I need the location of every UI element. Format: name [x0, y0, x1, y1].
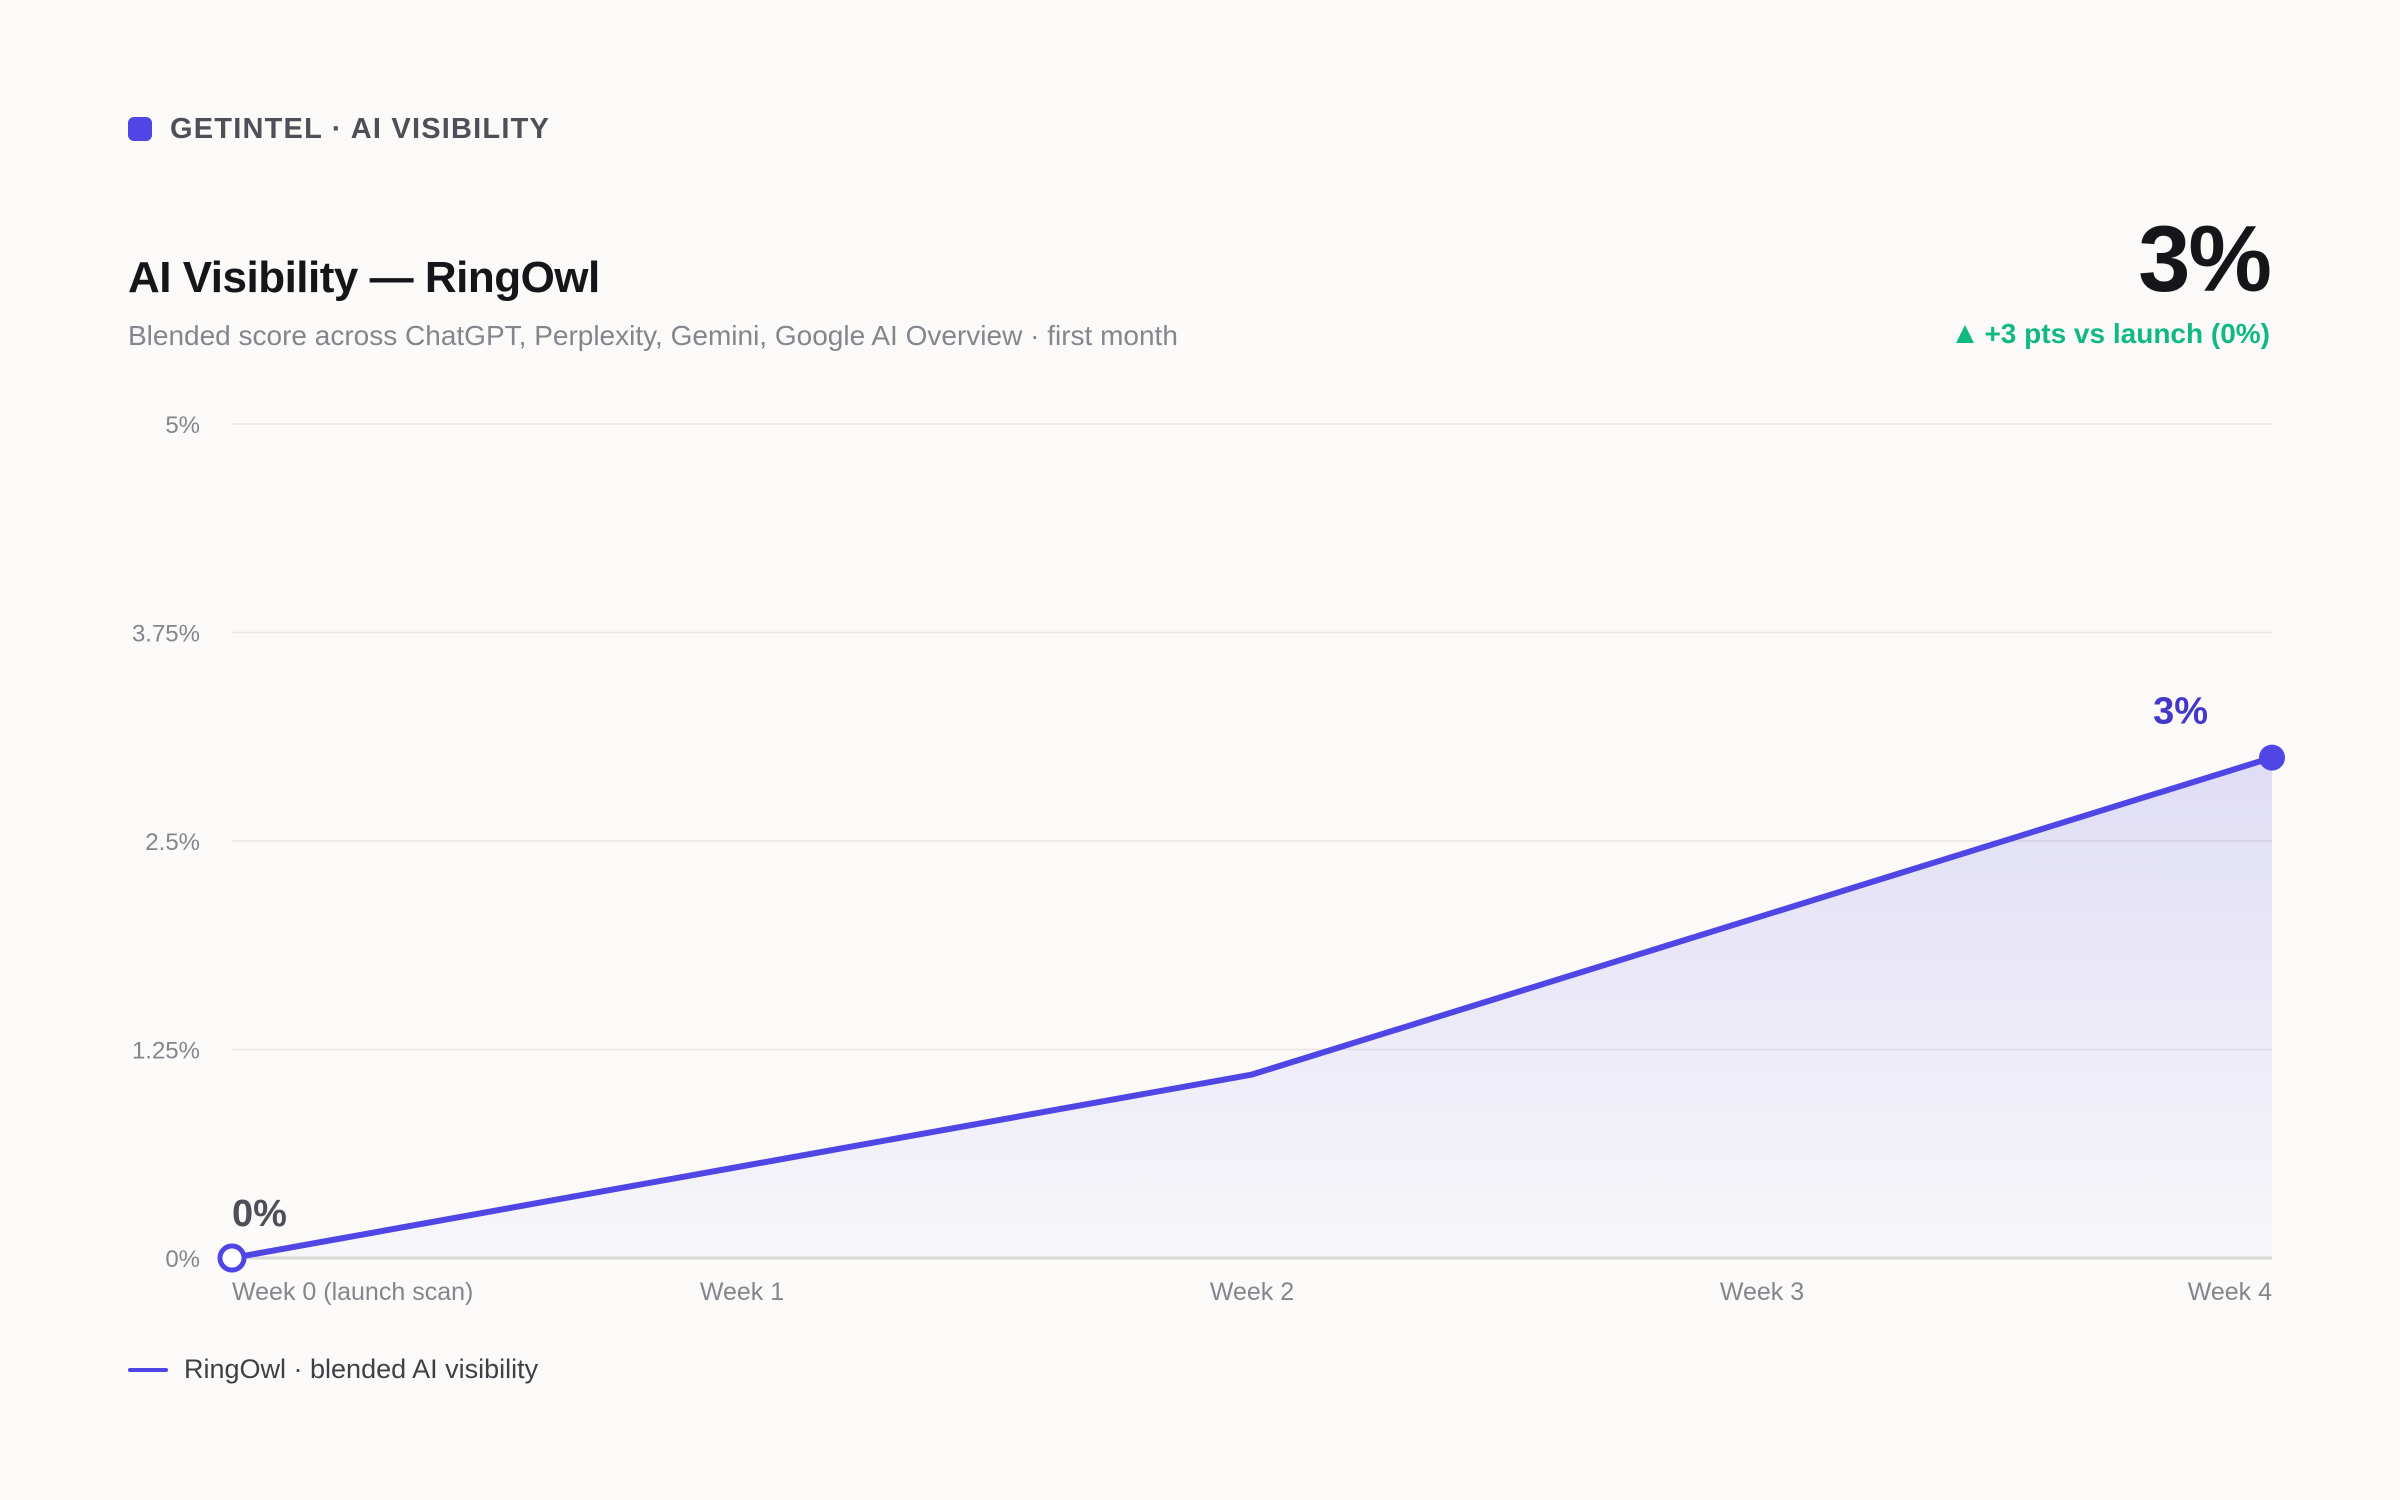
kpi-delta: +3 pts vs launch (0%) [1956, 318, 2270, 350]
page-subtitle: Blended score across ChatGPT, Perplexity… [128, 320, 1178, 351]
start-point [217, 1243, 247, 1273]
series-layer [217, 744, 2285, 1273]
series-area [232, 757, 2272, 1258]
page-title: AI Visibility — RingOwl [128, 253, 600, 302]
data-label: 3% [2153, 691, 2208, 733]
chart-legend: RingOwl · blended AI visibility [128, 1354, 538, 1385]
x-axis-ticks: Week 0 (launch scan) Week 1 Week 2 Week 3 We… [232, 1278, 2272, 1306]
x-tick-label: Week 0 (launch scan) [232, 1278, 473, 1306]
y-axis-ticks: 5% 3.75% 2.5% 1.25% 0% [132, 412, 200, 1273]
x-tick-label: Week 1 [700, 1278, 784, 1306]
end-point [2259, 744, 2285, 771]
x-tick-label: Week 3 [1720, 1278, 1804, 1306]
point-labels: 0% 3% [232, 691, 2208, 1235]
data-label: 0% [232, 1193, 287, 1235]
series-line [229, 754, 2275, 1261]
kpi-value: 3% [2138, 206, 2272, 311]
brand-header: GETINTEL · AI VISIBILITY [128, 112, 550, 146]
kpi-delta-label: +3 pts vs launch (0%) [1984, 318, 2270, 349]
x-tick-label: Week 2 [1210, 1278, 1294, 1306]
brand-logo-icon [128, 117, 152, 141]
y-tick-label: 0% [165, 1246, 200, 1273]
x-tick-label: Week 4 [2188, 1278, 2272, 1306]
arrow-up-icon [1956, 325, 1975, 343]
y-tick-label: 5% [165, 412, 200, 439]
brand-label: GETINTEL · AI VISIBILITY [170, 112, 551, 145]
y-tick-label: 1.25% [132, 1038, 200, 1065]
legend-label: RingOwl · blended AI visibility [184, 1354, 539, 1384]
legend-swatch [128, 1367, 168, 1372]
y-tick-label: 2.5% [145, 829, 200, 856]
y-tick-label: 3.75% [132, 621, 200, 648]
